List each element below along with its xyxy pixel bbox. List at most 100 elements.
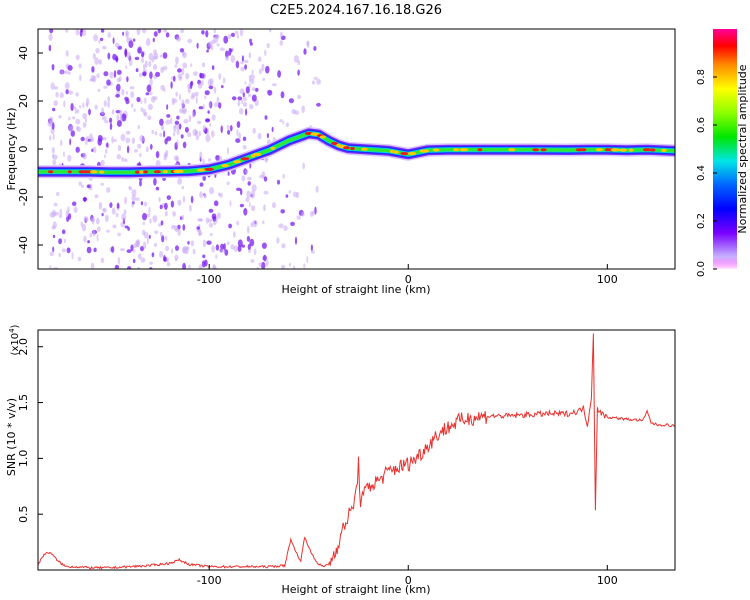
spectrogram-speckle: [236, 220, 240, 226]
spectrogram-speckle: [153, 31, 158, 37]
spectrogram-speckle: [209, 187, 215, 195]
spectrogram-speckle: [125, 30, 128, 39]
spectrogram-speckle: [246, 235, 250, 242]
spectrogram-speckle: [177, 68, 182, 73]
spectrogram-speckle: [147, 115, 152, 121]
spectrogram-speckle: [173, 75, 176, 82]
spectrogram-speckle: [124, 48, 128, 57]
spectrogram-speckle: [143, 231, 149, 239]
spectrogram-speckle: [88, 108, 91, 116]
spectrogram-speckle: [109, 122, 113, 131]
spectrogram-speckle: [194, 91, 199, 97]
spectrogram-speckle: [248, 249, 251, 254]
spectrogram-speckle: [171, 97, 175, 106]
spectrogram-speckle: [227, 241, 230, 246]
spectrogram-speckle: [213, 200, 219, 207]
spectrogram-speckle: [73, 106, 76, 110]
spectrogram-speckle: [195, 134, 200, 141]
spectrogram-speckle: [205, 134, 211, 143]
spectrogram-speckle: [141, 57, 144, 64]
snr-y-multiplier: (x104): [8, 324, 21, 355]
spectrogram-hotspot: [432, 148, 440, 152]
spectrogram-speckle: [245, 86, 250, 94]
spectrogram-speckle: [83, 235, 87, 243]
spectrogram-speckle: [187, 83, 191, 89]
spectrogram-speckle: [243, 208, 248, 216]
spectrogram-speckle: [242, 102, 248, 107]
spectrogram-speckle: [49, 251, 54, 257]
spectrogram-speckle: [52, 132, 55, 141]
spectrogram-speckle: [163, 29, 168, 33]
spectrogram-speckle: [51, 146, 55, 154]
spectrogram-speckle: [170, 200, 175, 208]
spectrogram-speckle: [112, 37, 115, 44]
spectrogram-speckle: [55, 91, 59, 98]
svg-text:(x104): (x104): [8, 324, 21, 355]
spectrogram-speckle: [257, 132, 262, 140]
spectrogram-speckle: [157, 29, 162, 34]
spectrogram-hotspot: [153, 170, 161, 174]
spectrogram-speckle: [204, 95, 207, 100]
spectrogram-speckle: [94, 104, 98, 110]
spectrogram-speckle: [189, 204, 192, 212]
spectrogram-speckle: [209, 233, 213, 237]
spectrogram-speckle: [67, 154, 72, 162]
spectrogram-speckle: [271, 126, 274, 133]
figure-title: C2E5.2024.167.16.18.G26: [270, 3, 442, 18]
spectrogram-speckle: [208, 41, 213, 48]
spectrogram-speckle: [251, 69, 254, 76]
spectrogram-speckle: [147, 103, 153, 111]
spectrogram-speckle: [142, 212, 147, 221]
spectrogram-speckle: [198, 106, 204, 110]
spectrogram-hotspot: [350, 146, 355, 151]
spectrogram-speckle: [201, 80, 204, 86]
spectrogram-speckle: [172, 132, 176, 137]
spectrogram-speckle: [137, 253, 142, 260]
spectrogram-speckle: [134, 56, 140, 61]
spectrogram-speckle: [199, 182, 204, 187]
spectrogram-speckle: [85, 137, 88, 146]
spectrogram-hotspot: [331, 141, 339, 146]
snr-x-label: Height of straight line (km): [281, 583, 430, 596]
spectrogram-speckle: [91, 148, 94, 152]
spectrogram-speckle: [121, 213, 127, 221]
spectrogram-speckle: [98, 59, 103, 65]
spectrogram-speckle: [115, 55, 118, 63]
spectrogram-speckle: [188, 115, 192, 123]
spectrogram-speckle: [102, 208, 106, 212]
spectrogram-speckle: [265, 259, 269, 267]
spectrogram-speckle: [63, 238, 66, 244]
spectrogram-speckle: [107, 96, 111, 103]
spectrogram-speckle: [125, 137, 131, 144]
spectrogram-speckle: [58, 215, 63, 218]
spectrogram-speckle: [192, 248, 196, 255]
colorbar-label: Normalized spectral amplitude: [736, 64, 749, 233]
spectrogram-speckle: [91, 66, 95, 73]
spectrogram-speckle: [178, 123, 182, 130]
spectrogram-x-tick-label: -100: [197, 273, 222, 286]
spectrogram-speckle: [294, 236, 298, 245]
spectrogram-speckle: [190, 63, 193, 67]
spectrogram-speckle: [195, 130, 199, 135]
spectrogram-speckle: [90, 75, 95, 82]
spectrogram-speckle: [199, 72, 202, 79]
snr-frame: [37, 329, 676, 571]
spectrogram-speckle: [137, 124, 140, 130]
spectrogram-speckle: [121, 88, 125, 96]
spectrogram-speckle: [50, 82, 55, 90]
spectrogram-speckle: [198, 228, 202, 237]
spectrogram-speckle: [221, 85, 224, 89]
spectrogram-speckle: [142, 29, 147, 34]
spectrogram-speckle: [58, 115, 62, 119]
spectrogram-speckle: [258, 262, 262, 267]
spectrogram-hotspot: [89, 170, 98, 174]
spectrogram-speckle: [297, 94, 302, 100]
spectrogram-speckle: [128, 58, 133, 67]
spectrogram-speckle: [116, 114, 120, 122]
spectrogram-speckle: [136, 266, 141, 269]
spectrogram-speckle: [262, 77, 266, 82]
spectrogram-speckle: [204, 90, 210, 96]
spectrogram-speckle: [306, 41, 310, 46]
spectrogram-speckle: [185, 72, 190, 80]
